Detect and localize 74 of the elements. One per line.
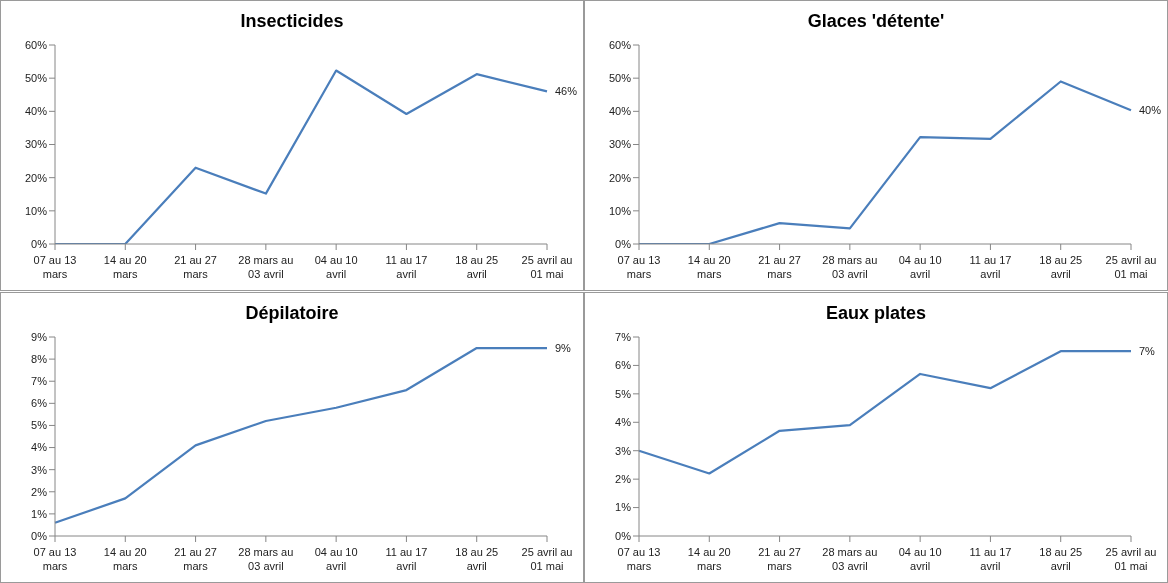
x-tick-label: 14 au 20 mars [687, 254, 731, 280]
y-tick-label: 40% [24, 105, 48, 118]
x-tick-label: 21 au 27 mars [758, 545, 801, 572]
y-tick-label: 0% [615, 237, 632, 250]
y-tick-label: 10% [24, 204, 48, 217]
chart-title: Dépilatoire [244, 302, 340, 325]
y-tick-label: 20% [24, 171, 48, 184]
x-tick-label: 28 mars au 03 avril [822, 545, 878, 572]
x-tick-label: 18 au 25 avril [455, 545, 499, 572]
x-tick-label: 07 au 13 mars [33, 254, 77, 280]
y-tick-label: 40% [608, 105, 632, 118]
x-tick-label: 18 au 25 avril [1039, 545, 1083, 572]
y-tick-label: 4% [615, 415, 632, 428]
y-tick-label: 60% [24, 38, 48, 51]
x-tick-label: 18 au 25 avril [1039, 254, 1083, 280]
y-tick-label: 0% [31, 529, 48, 542]
x-tick-label: 21 au 27 mars [174, 545, 217, 572]
x-tick-label: 11 au 17 avril [969, 254, 1012, 280]
x-tick-label: 04 au 10 avril [314, 254, 358, 280]
y-tick-label: 1% [31, 507, 48, 520]
x-tick-label: 28 mars au 03 avril [238, 254, 294, 280]
y-tick-label: 30% [24, 138, 48, 151]
y-tick-label: 8% [31, 352, 48, 365]
x-tick-label: 07 au 13 mars [617, 545, 661, 572]
y-tick-label: 6% [31, 396, 48, 409]
y-tick-label: 9% [31, 330, 48, 343]
x-tick-label: 18 au 25 avril [455, 254, 499, 280]
data-label: 7% [1139, 344, 1156, 357]
x-tick-label: 11 au 17 avril [385, 545, 428, 572]
x-tick-label: 11 au 17 avril [969, 545, 1012, 572]
x-tick-label: 25 avril au 01 mai [521, 545, 573, 572]
y-tick-label: 20% [608, 171, 632, 184]
x-tick-label: 07 au 13 mars [617, 254, 661, 280]
y-tick-label: 5% [31, 418, 48, 431]
x-tick-label: 21 au 27 mars [758, 254, 801, 280]
y-tick-label: 10% [608, 204, 632, 217]
x-tick-label: 28 mars au 03 avril [822, 254, 878, 280]
x-tick-label: 14 au 20 mars [687, 545, 731, 572]
y-tick-label: 1% [615, 500, 632, 513]
y-tick-label: 5% [615, 387, 632, 400]
y-tick-label: 6% [615, 358, 632, 371]
y-tick-label: 30% [608, 138, 632, 151]
y-tick-label: 0% [615, 529, 632, 542]
x-tick-label: 25 avril au 01 mai [1105, 545, 1157, 572]
chart-title: Glaces 'détente' [806, 11, 946, 33]
chart-title: Insecticides [239, 11, 345, 33]
y-tick-label: 4% [31, 440, 48, 453]
x-tick-label: 14 au 20 mars [103, 545, 147, 572]
y-tick-label: 50% [24, 72, 48, 85]
data-label: 40% [1139, 104, 1162, 117]
y-tick-label: 50% [608, 72, 632, 85]
x-tick-label: 21 au 27 mars [174, 254, 217, 280]
y-tick-label: 3% [31, 463, 48, 476]
y-tick-label: 3% [615, 444, 632, 457]
y-tick-label: 2% [31, 485, 48, 498]
y-tick-label: 0% [31, 237, 48, 250]
x-tick-label: 14 au 20 mars [103, 254, 147, 280]
x-tick-label: 04 au 10 avril [314, 545, 358, 572]
y-tick-label: 7% [31, 374, 48, 387]
chart-title: Eaux plates [824, 302, 927, 325]
x-tick-label: 04 au 10 avril [898, 545, 942, 572]
x-tick-label: 11 au 17 avril [385, 254, 428, 280]
x-tick-label: 25 avril au 01 mai [521, 254, 573, 280]
x-tick-label: 04 au 10 avril [898, 254, 942, 280]
data-label: 9% [555, 341, 572, 354]
y-tick-label: 2% [615, 472, 632, 485]
y-tick-label: 60% [608, 38, 632, 51]
line-series [637, 349, 1133, 475]
y-tick-label: 7% [615, 330, 632, 343]
data-label: 46% [555, 85, 578, 98]
line-series [53, 346, 549, 524]
x-tick-label: 28 mars au 03 avril [238, 545, 294, 572]
x-tick-label: 07 au 13 mars [33, 545, 77, 572]
x-tick-label: 25 avril au 01 mai [1105, 254, 1157, 280]
